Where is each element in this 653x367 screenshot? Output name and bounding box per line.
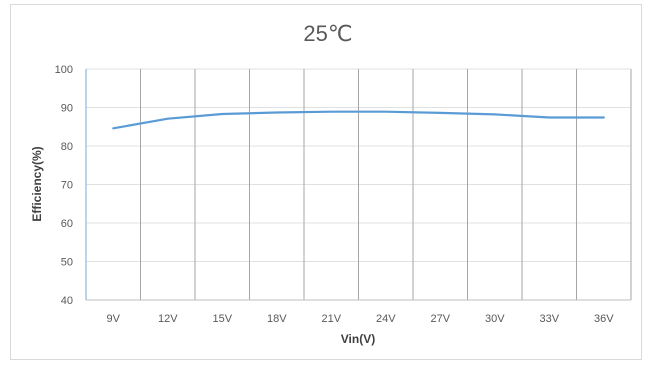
y-tick-label-50: 50 <box>61 257 73 269</box>
y-tick-labels: 40 50 60 70 80 90 100 <box>55 64 73 307</box>
data-series <box>112 110 605 130</box>
y-tick-label-40: 40 <box>61 295 73 307</box>
x-tick-label-9V: 9V <box>107 313 121 325</box>
y-axis-label: Efficiency(%) <box>30 146 44 221</box>
y-tick-label-100: 100 <box>55 64 73 76</box>
x-tick-label-24V: 24V <box>376 313 396 325</box>
chart-frame <box>10 4 642 360</box>
chart-title: 25℃ <box>303 21 352 46</box>
x-tick-label-21V: 21V <box>321 313 341 325</box>
x-tick-label-12V: 12V <box>158 313 178 325</box>
x-tick-label-27V: 27V <box>430 313 450 325</box>
x-tick-label-36V: 36V <box>594 313 614 325</box>
x-tick-label-18V: 18V <box>267 313 287 325</box>
y-tick-label-90: 90 <box>61 103 73 115</box>
x-tick-label-15V: 15V <box>212 313 232 325</box>
x-tick-label-33V: 33V <box>539 313 559 325</box>
x-axis-label: Vin(V) <box>341 332 375 346</box>
axes <box>85 69 631 301</box>
vertical-gridlines <box>140 69 632 300</box>
y-tick-label-80: 80 <box>61 141 73 153</box>
x-tick-label-30V: 30V <box>485 313 505 325</box>
y-tick-label-60: 60 <box>61 218 73 230</box>
series-line-0 <box>112 110 605 130</box>
x-tick-labels: 9V 12V 15V 18V 21V 24V 27V 30V 33V 36V <box>107 313 615 325</box>
y-tick-label-70: 70 <box>61 180 73 192</box>
